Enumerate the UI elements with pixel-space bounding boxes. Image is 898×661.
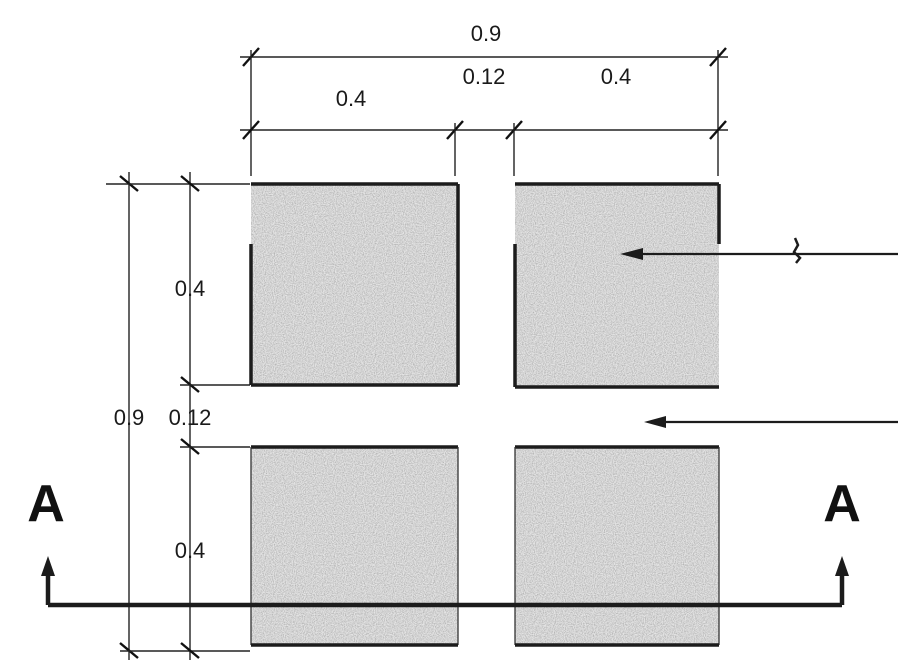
block-bottom-left	[250, 445, 459, 647]
leader-arrow-upper	[620, 237, 898, 264]
break-mark-icon	[792, 237, 802, 264]
arrowhead-icon	[620, 248, 643, 260]
vertical-dimensions	[106, 172, 250, 660]
overall-height-label: 0.9	[114, 405, 145, 430]
section-arrow-left-icon	[41, 556, 55, 576]
leader-arrow-lower	[644, 416, 898, 428]
left-width-label: 0.4	[336, 86, 367, 111]
section-cut-line	[41, 556, 849, 608]
top-height-label: 0.4	[175, 276, 206, 301]
overall-width-label: 0.9	[471, 21, 502, 46]
block-top-left	[249, 182, 460, 387]
dimension-tick	[242, 120, 260, 140]
bottom-height-label: 0.4	[175, 538, 206, 563]
block-bottom-right	[514, 445, 720, 647]
gap-height-label: 0.12	[169, 405, 212, 430]
right-width-label: 0.4	[601, 64, 632, 89]
dimension-tick	[180, 642, 200, 659]
block-top-right	[513, 182, 721, 389]
gap-width-label: 0.12	[463, 64, 506, 89]
horizontal-dimensions	[240, 47, 728, 176]
arrowhead-icon	[644, 416, 666, 428]
dimension-tick	[709, 120, 727, 140]
dimension-tick	[180, 175, 200, 192]
section-label-right: A	[823, 475, 861, 533]
section-label-left: A	[27, 475, 65, 533]
section-arrow-right-icon	[835, 556, 849, 576]
